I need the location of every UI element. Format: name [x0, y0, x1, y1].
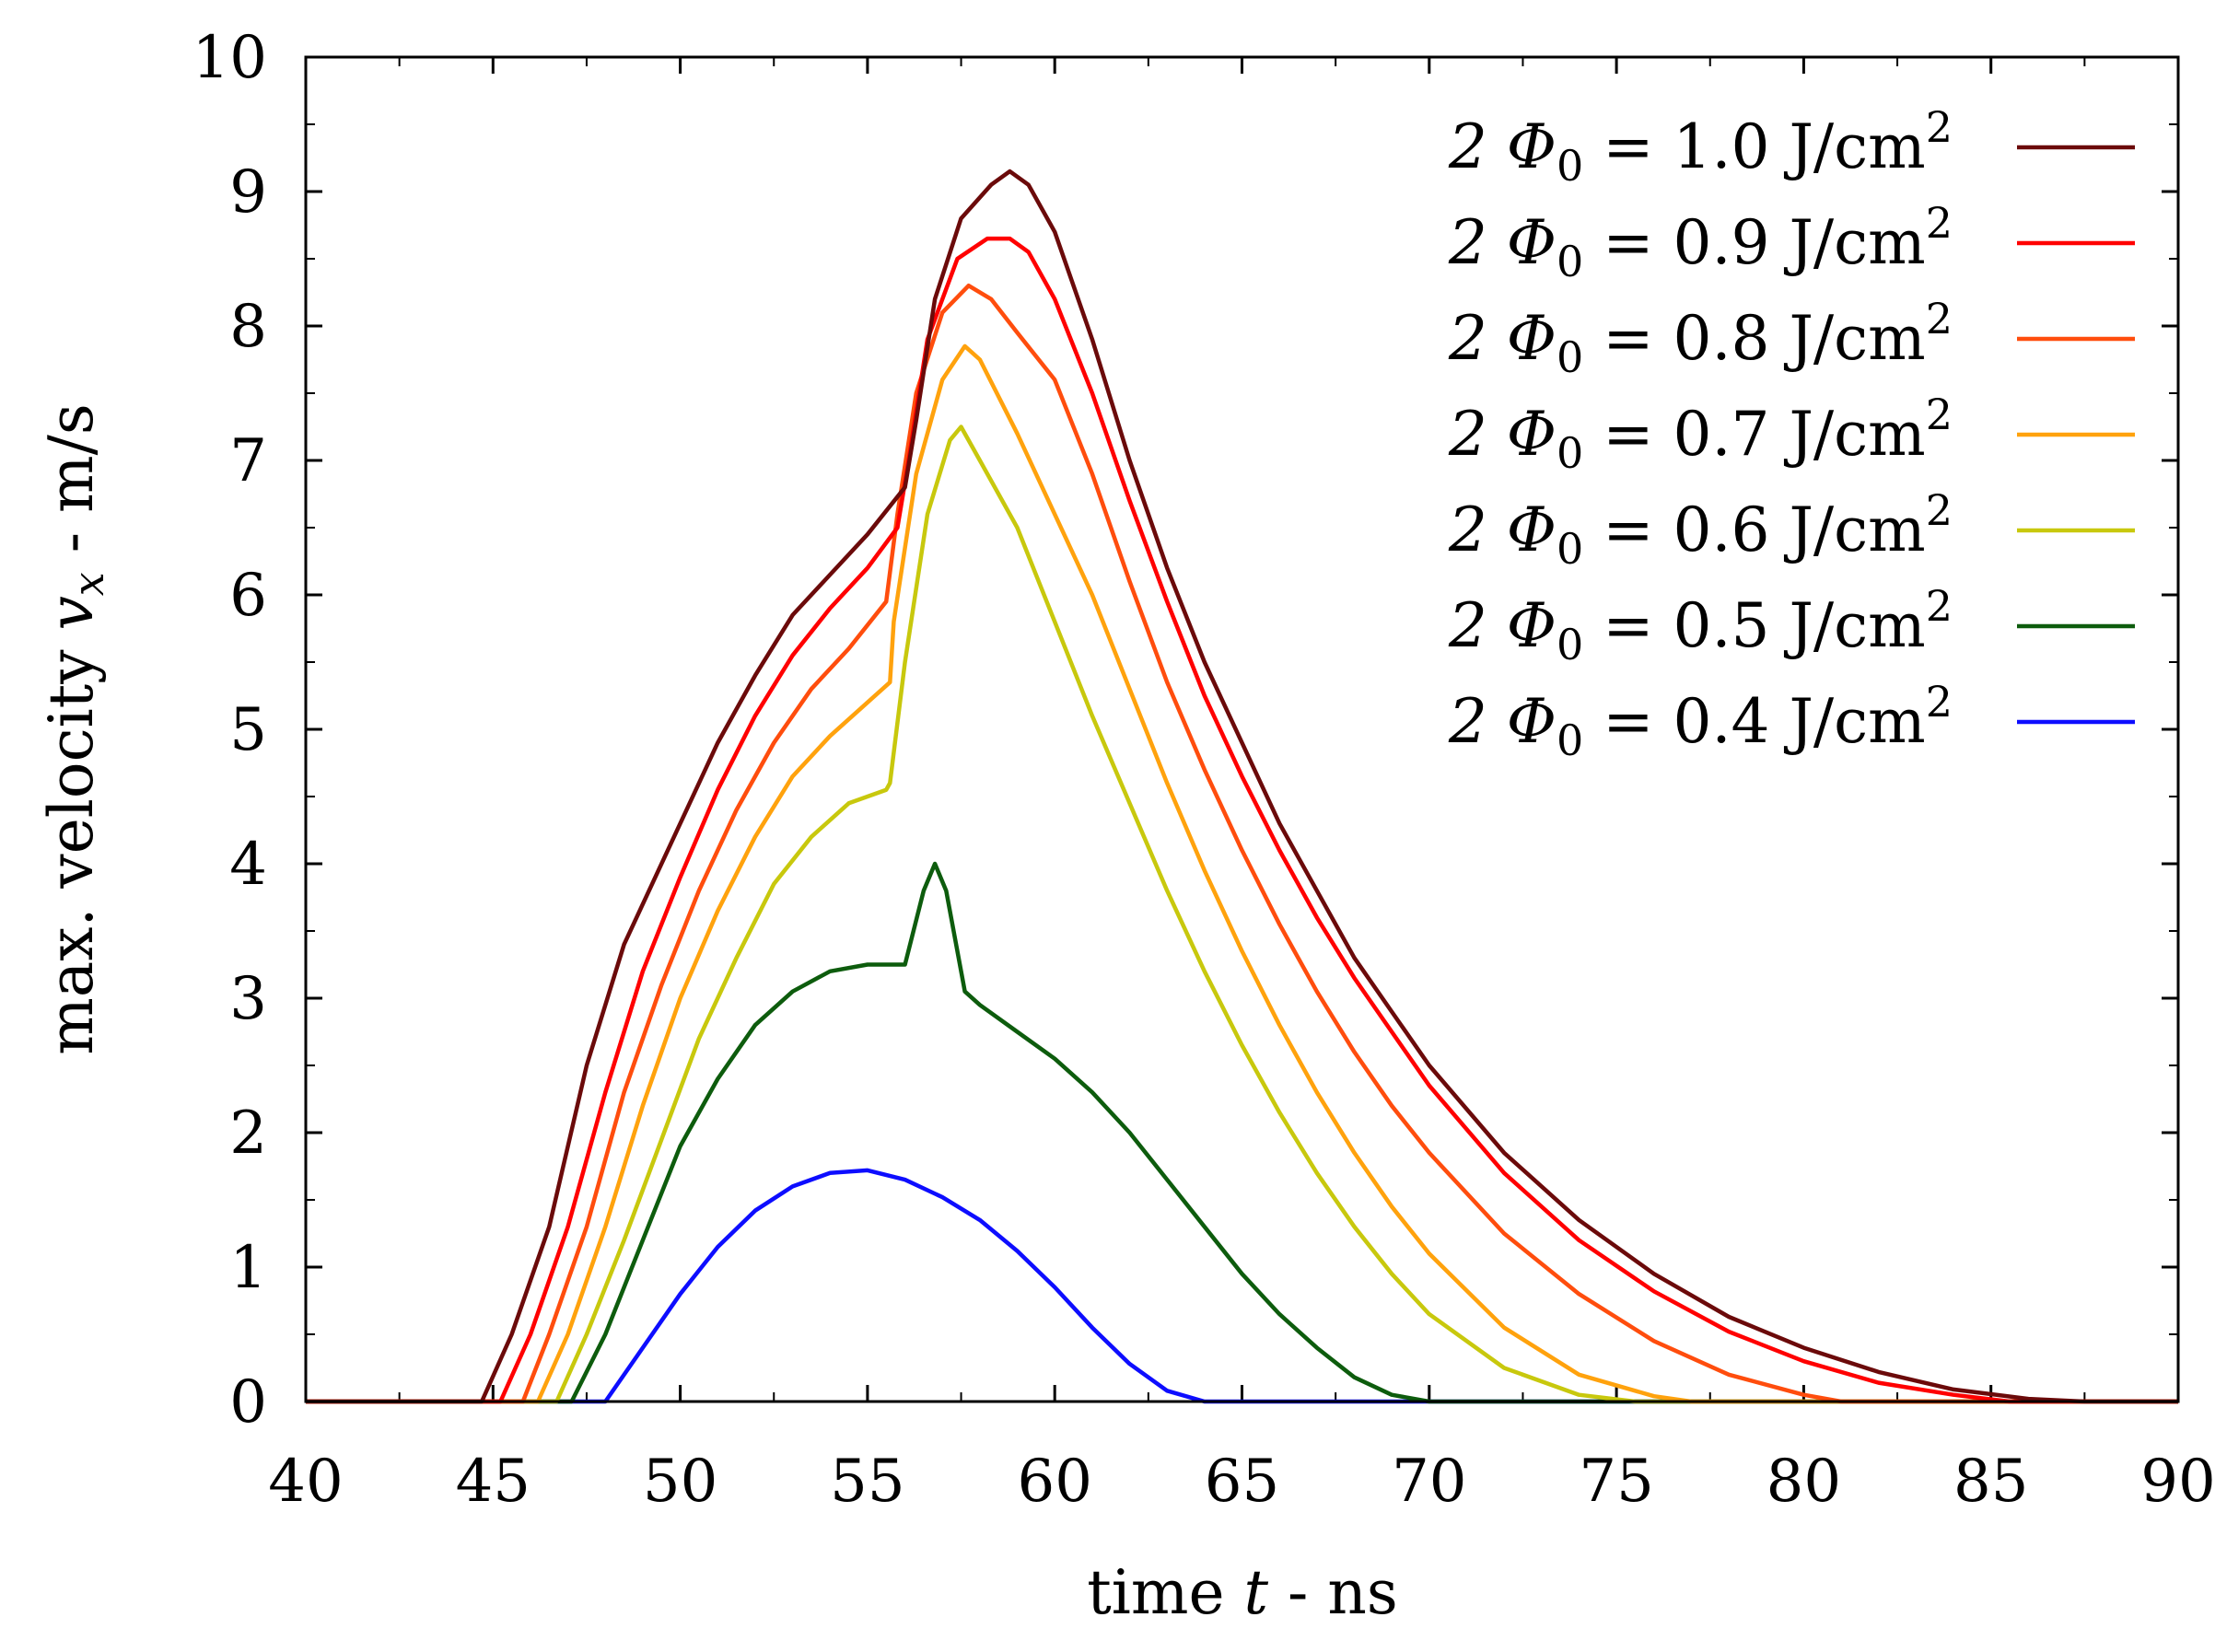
series-line: [306, 425, 2178, 1404]
y-tick-label: 6: [229, 562, 267, 630]
y-tick-label: 10: [192, 24, 267, 92]
y-tick-label: 2: [229, 1099, 267, 1168]
x-tick-label: 40: [268, 1448, 343, 1516]
legend-label: 2 Φ0 = 0.4 J/cm2: [1448, 677, 1953, 765]
series-line: [306, 236, 2178, 1404]
x-tick-label: 75: [1579, 1448, 1653, 1516]
x-tick-label: 65: [1205, 1448, 1279, 1516]
x-axis-ticks: 40 45 50 55 60 65 70 75 80 85 90: [268, 57, 2216, 1516]
x-tick-label: 85: [1953, 1448, 2028, 1516]
x-tick-label: 80: [1766, 1448, 1841, 1516]
x-tick-label: 60: [1017, 1448, 1091, 1516]
y-tick-label: 7: [229, 427, 267, 495]
legend-label: 2 Φ0 = 0.7 J/cm2: [1448, 390, 1953, 478]
x-tick-label: 45: [456, 1448, 531, 1516]
legend-label: 2 Φ0 = 1.0 J/cm2: [1448, 102, 1953, 191]
y-tick-label: 1: [229, 1234, 267, 1302]
series-line: [306, 861, 2178, 1404]
legend-label: 2 Φ0 = 0.5 J/cm2: [1448, 581, 1953, 669]
y-tick-label: 4: [229, 831, 267, 899]
x-axis-title: time t - ns: [1087, 1557, 1397, 1628]
x-tick-label: 70: [1392, 1448, 1466, 1516]
y-tick-label: 3: [229, 965, 267, 1033]
y-tick-label: 9: [229, 158, 267, 227]
y-axis-title: max. velocity vx - m/s: [36, 403, 113, 1054]
y-tick-label: 8: [229, 293, 267, 361]
y-tick-label: 5: [229, 696, 267, 764]
x-tick-label: 50: [643, 1448, 717, 1516]
legend-label: 2 Φ0 = 0.9 J/cm2: [1448, 198, 1953, 286]
series-line: [306, 1168, 2178, 1404]
legend-label: 2 Φ0 = 0.8 J/cm2: [1448, 294, 1953, 382]
series-lines: [306, 169, 2178, 1404]
x-tick-label: 55: [830, 1448, 904, 1516]
series-line: [306, 343, 2178, 1404]
legend-label: 2 Φ0 = 0.6 J/cm2: [1448, 485, 1953, 574]
series-line: [306, 169, 2178, 1404]
x-tick-label: 90: [2140, 1448, 2215, 1516]
y-axis-ticks: 0 1 2 3 4 5 6 7 8 9 10: [192, 24, 2178, 1437]
series-line: [306, 283, 2178, 1404]
y-tick-label: 0: [229, 1368, 267, 1437]
plot-frame: [304, 55, 2180, 1403]
